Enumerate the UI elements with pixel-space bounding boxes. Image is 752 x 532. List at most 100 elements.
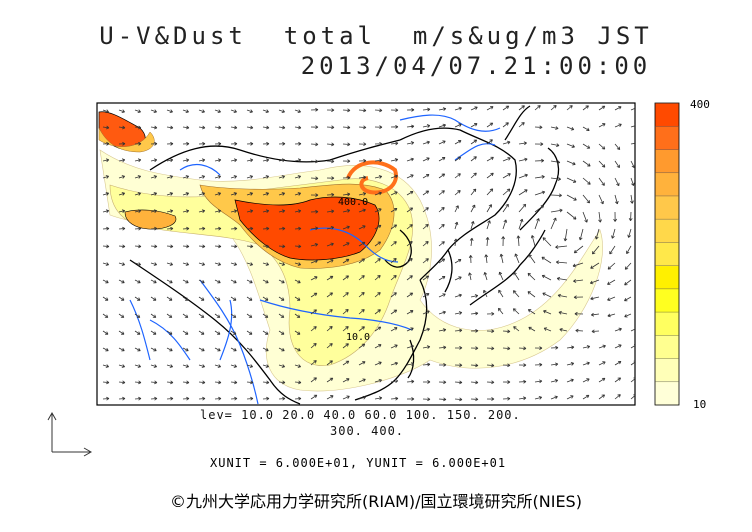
wind-arrow <box>534 105 541 111</box>
wind-arrow <box>566 126 575 131</box>
wind-arrow <box>528 326 536 332</box>
colorbar-max-label: 400 <box>690 98 710 111</box>
wind-arrow <box>502 363 511 368</box>
wind-arrow <box>422 157 430 162</box>
wind-arrow <box>358 225 366 230</box>
wind-arrow <box>166 109 173 113</box>
wind-arrow <box>374 378 382 383</box>
wind-arrow <box>278 175 286 179</box>
wind-arrow <box>541 274 552 281</box>
wind-arrow <box>230 313 237 318</box>
wind-arrow <box>598 105 606 111</box>
wind-arrow <box>550 362 559 367</box>
wind-arrow <box>470 380 479 385</box>
wind-arrow <box>550 193 562 198</box>
wind-arrow <box>518 203 527 213</box>
wind-arrow <box>166 262 174 266</box>
wind-arrow <box>470 363 479 368</box>
wind-arrow <box>262 141 270 146</box>
wind-arrow <box>310 242 319 247</box>
wind-arrow <box>326 159 335 164</box>
wind-arrow <box>614 194 619 205</box>
wind-arrow <box>310 159 319 164</box>
wind-arrow <box>326 343 333 349</box>
wind-arrow <box>555 245 568 249</box>
wind-arrow <box>358 241 366 247</box>
wind-arrow <box>150 125 158 130</box>
wind-arrow <box>486 397 495 401</box>
wind-arrow <box>118 192 126 196</box>
wind-arrow <box>630 327 635 332</box>
wind-arrow <box>166 279 173 284</box>
wind-arrow <box>294 279 301 284</box>
wind-arrow <box>166 296 173 301</box>
wind-arrow <box>310 125 319 130</box>
wind-arrow <box>438 345 447 350</box>
wind-arrow <box>182 364 190 368</box>
wind-arrow <box>166 175 174 179</box>
wind-arrow <box>278 396 286 401</box>
wind-arrow <box>294 380 302 385</box>
wind-arrow <box>502 219 508 230</box>
colorbar-band <box>655 126 679 150</box>
wind-arrow <box>406 190 414 196</box>
wind-arrow <box>102 109 109 113</box>
wind-arrow <box>358 175 367 180</box>
wind-arrow <box>550 208 563 213</box>
wind-arrow <box>624 313 632 318</box>
wind-arrow <box>470 172 477 179</box>
wind-arrow <box>502 105 510 111</box>
colorbar-band <box>655 103 679 127</box>
wind-arrow <box>166 209 174 213</box>
wind-arrow <box>150 296 157 301</box>
wind-arrow <box>246 313 253 318</box>
wind-arrow <box>118 262 126 266</box>
wind-arrow <box>310 360 317 366</box>
wind-arrow <box>390 379 399 383</box>
wind-arrow <box>501 236 506 247</box>
wind-arrow <box>614 344 622 349</box>
wind-arrow <box>278 313 285 318</box>
wind-arrow <box>598 211 602 223</box>
wind-arrow <box>310 226 319 231</box>
wind-arrow <box>214 279 221 284</box>
wind-arrow <box>550 395 558 400</box>
wind-arrow <box>118 158 126 163</box>
wind-arrow <box>294 364 302 368</box>
contour-levels-line2: 300. 400. <box>330 424 405 438</box>
wind-arrow <box>406 241 413 247</box>
contour-label-10: 10.0 <box>346 332 370 343</box>
wind-arrow <box>454 258 462 264</box>
wind-arrow <box>454 123 462 128</box>
wind-arrow <box>454 140 462 145</box>
wind-arrow <box>134 109 141 113</box>
wind-arrow <box>534 190 546 196</box>
wind-arrow <box>598 143 606 150</box>
wind-arrow <box>294 244 302 249</box>
wind-arrow <box>469 237 474 247</box>
wind-arrow <box>390 292 397 298</box>
wind-arrow <box>582 345 591 349</box>
wind-arrow <box>182 192 190 196</box>
wind-arrow <box>630 106 635 111</box>
wind-arrow <box>406 107 415 112</box>
wind-arrow <box>454 380 463 385</box>
wind-arrow <box>518 363 527 367</box>
wind-arrow <box>550 160 561 164</box>
wind-arrow <box>326 209 335 214</box>
wind-arrow <box>390 207 398 213</box>
wind-arrow <box>470 204 476 213</box>
wind-arrow <box>310 107 319 112</box>
wind-arrow <box>438 397 447 402</box>
wind-arrow <box>390 191 398 196</box>
wind-arrow <box>310 292 318 298</box>
wind-arrow <box>214 226 222 231</box>
wind-arrow <box>470 156 477 162</box>
wind-arrow <box>422 275 430 281</box>
wind-arrow <box>134 279 141 284</box>
wind-arrow <box>294 396 302 401</box>
wind-arrow <box>422 241 429 247</box>
wind-arrow <box>102 380 110 385</box>
wind-arrow <box>150 175 158 179</box>
contour-levels-line1: lev= 10.0 20.0 40.0 60.0 100. 150. 200. <box>200 408 521 422</box>
